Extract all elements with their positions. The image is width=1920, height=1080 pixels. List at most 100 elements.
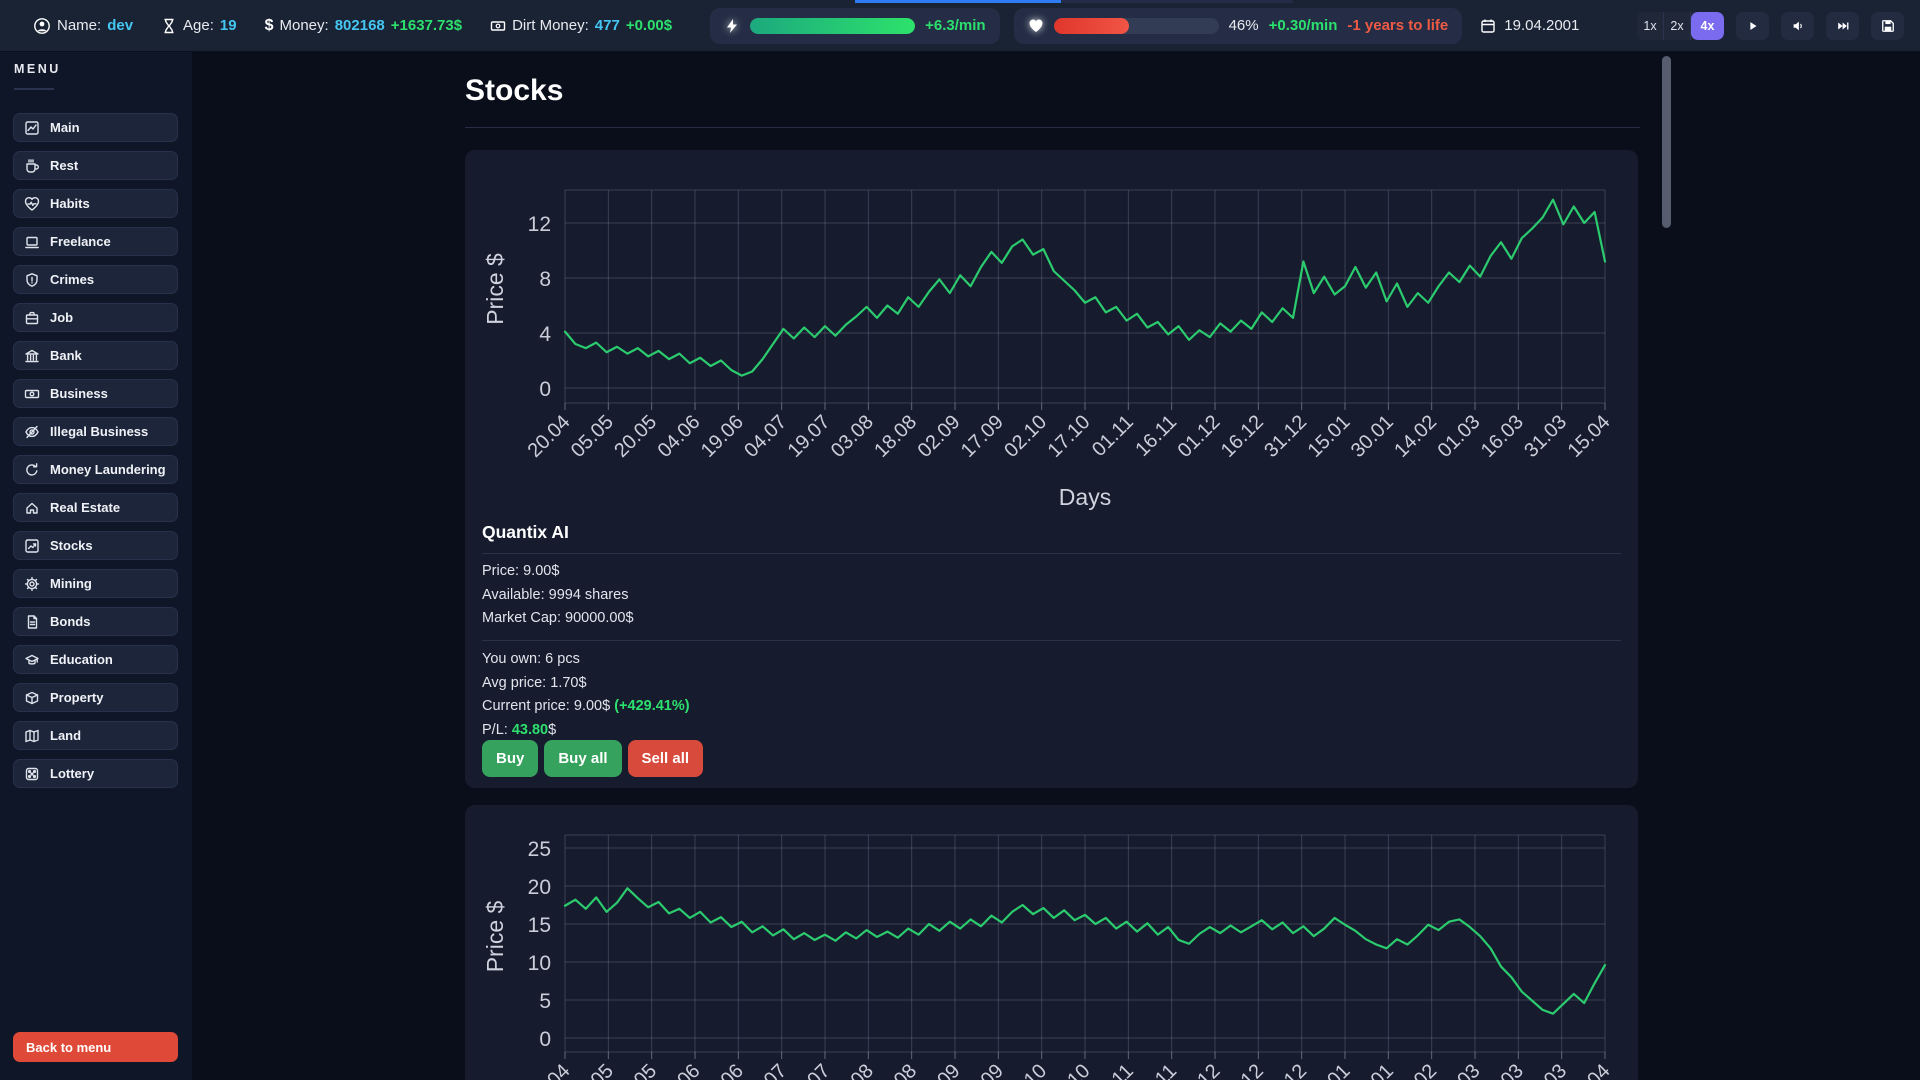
health-bar-fill — [1054, 18, 1130, 34]
banknote-icon — [490, 18, 506, 34]
sidebar-item-label: Real Estate — [50, 500, 120, 515]
sound-button[interactable] — [1781, 12, 1814, 40]
coffee-icon — [24, 158, 40, 174]
svg-text:15.04: 15.04 — [1564, 411, 1615, 462]
money-value: 802168 — [335, 17, 385, 34]
energy-bar: +6.3/min — [710, 8, 999, 44]
sidebar-item-label: Money Laundering — [50, 462, 166, 477]
dirt-money-value: 477 — [595, 17, 620, 34]
sidebar-item-bank[interactable]: Bank — [13, 341, 178, 370]
sidebar-item-label: Freelance — [50, 234, 111, 249]
money-label: Money: — [280, 17, 329, 34]
svg-text:Price $: Price $ — [482, 253, 508, 325]
sidebar-item-business[interactable]: Business — [13, 379, 178, 408]
svg-text:30.01: 30.01 — [1347, 411, 1398, 462]
stock-info: Price: 9.00$ Available: 9994 shares Mark… — [482, 560, 634, 631]
sidebar-item-habits[interactable]: Habits — [13, 189, 178, 218]
banknote-icon — [24, 386, 40, 402]
sidebar-item-real-estate[interactable]: Real Estate — [13, 493, 178, 522]
lightning-icon — [724, 18, 740, 34]
sidebar-item-property[interactable]: Property — [13, 683, 178, 712]
calendar-icon — [1480, 18, 1496, 34]
holdings-info: You own: 6 pcs Avg price: 1.70$ Current … — [482, 648, 690, 742]
svg-text:15.04: 15.04 — [1564, 1060, 1615, 1080]
buy-all-button[interactable]: Buy all — [544, 740, 621, 777]
sidebar-item-illegal-business[interactable]: Illegal Business — [13, 417, 178, 446]
sidebar-item-education[interactable]: Education — [13, 645, 178, 674]
sidebar-item-label: Main — [50, 120, 80, 135]
health-percent: 46% — [1229, 17, 1259, 34]
svg-text:Price $: Price $ — [482, 901, 508, 973]
name-value: dev — [107, 17, 133, 34]
sidebar-item-rest[interactable]: Rest — [13, 151, 178, 180]
sidebar-item-freelance[interactable]: Freelance — [13, 227, 178, 256]
holdings-owned: You own: 6 pcs — [482, 648, 690, 672]
title-divider — [465, 127, 1640, 128]
sidebar-item-label: Mining — [50, 576, 92, 591]
speed-2x-button[interactable]: 2x — [1664, 12, 1691, 40]
speed-1x-button[interactable]: 1x — [1637, 12, 1664, 40]
floppy-disk-icon — [1881, 19, 1895, 33]
svg-text:16.03: 16.03 — [1477, 411, 1528, 462]
svg-text:20: 20 — [528, 876, 551, 899]
speed-4x-button[interactable]: 4x — [1691, 12, 1724, 40]
svg-text:31.03: 31.03 — [1520, 1060, 1571, 1080]
svg-text:17.09: 17.09 — [957, 411, 1008, 462]
svg-text:18.08: 18.08 — [870, 411, 921, 462]
holdings-pl: P/L: 43.80$ — [482, 719, 690, 743]
svg-text:12: 12 — [528, 213, 551, 236]
scrollbar-thumb[interactable] — [1662, 56, 1671, 228]
svg-text:4: 4 — [539, 323, 551, 346]
speaker-icon — [1791, 19, 1805, 33]
sidebar-item-job[interactable]: Job — [13, 303, 178, 332]
sidebar-item-land[interactable]: Land — [13, 721, 178, 750]
graduation-cap-icon — [24, 652, 40, 668]
dirt-money-label: Dirt Money: — [512, 17, 589, 34]
sidebar-item-stocks[interactable]: Stocks — [13, 531, 178, 560]
svg-text:0: 0 — [539, 1028, 551, 1051]
main-content: Stocks 0481220.0405.0520.0504.0619.0604.… — [192, 52, 1680, 1080]
sell-all-button[interactable]: Sell all — [628, 740, 704, 777]
svg-text:15: 15 — [528, 914, 551, 937]
sidebar-item-money-laundering[interactable]: Money Laundering — [13, 455, 178, 484]
svg-text:10: 10 — [528, 952, 551, 975]
stock-price: Price: 9.00$ — [482, 560, 634, 584]
svg-text:Days: Days — [1059, 484, 1111, 510]
svg-text:04.06: 04.06 — [654, 1060, 705, 1080]
back-to-menu-button[interactable]: Back to menu — [13, 1032, 178, 1062]
page-title: Stocks — [465, 74, 563, 108]
dice-icon — [24, 766, 40, 782]
save-button[interactable] — [1871, 12, 1904, 40]
sidebar-item-lottery[interactable]: Lottery — [13, 759, 178, 788]
svg-text:02.10: 02.10 — [1000, 1060, 1051, 1080]
trending-chart-icon — [24, 538, 40, 554]
stock-divider — [482, 553, 1621, 554]
energy-bar-track — [750, 18, 915, 34]
holdings-current-price: Current price: 9.00$ (+429.41%) — [482, 695, 690, 719]
sidebar-item-bonds[interactable]: Bonds — [13, 607, 178, 636]
player-stats: Name: dev Age: 19 $ Money: 802168 +1637.… — [33, 17, 672, 35]
buy-button[interactable]: Buy — [482, 740, 538, 777]
svg-text:14.02: 14.02 — [1390, 411, 1441, 462]
menu-underline — [14, 88, 54, 90]
sidebar-item-mining[interactable]: Mining — [13, 569, 178, 598]
svg-text:16.12: 16.12 — [1217, 1060, 1268, 1080]
date-value: 19.04.2001 — [1504, 17, 1579, 34]
svg-text:15.01: 15.01 — [1304, 411, 1355, 462]
svg-text:19.07: 19.07 — [784, 411, 835, 462]
svg-text:03.08: 03.08 — [827, 411, 878, 462]
briefcase-icon — [24, 310, 40, 326]
energy-bar-fill — [750, 18, 915, 34]
sidebar: MENU Main Rest Habits Freelance Crimes J… — [0, 52, 192, 1080]
energy-rate: +6.3/min — [925, 17, 985, 34]
sidebar-item-crimes[interactable]: Crimes — [13, 265, 178, 294]
svg-text:05.05: 05.05 — [567, 1060, 618, 1080]
dirt-money-delta: +0.00$ — [626, 17, 672, 34]
fast-forward-button[interactable] — [1826, 12, 1859, 40]
play-icon — [1746, 19, 1760, 33]
play-button[interactable] — [1736, 12, 1769, 40]
sidebar-item-main[interactable]: Main — [13, 113, 178, 142]
svg-text:02.09: 02.09 — [914, 1060, 965, 1080]
health-bar: 46% +0.30/min -1 years to life — [1014, 8, 1463, 44]
svg-text:05.05: 05.05 — [567, 411, 618, 462]
